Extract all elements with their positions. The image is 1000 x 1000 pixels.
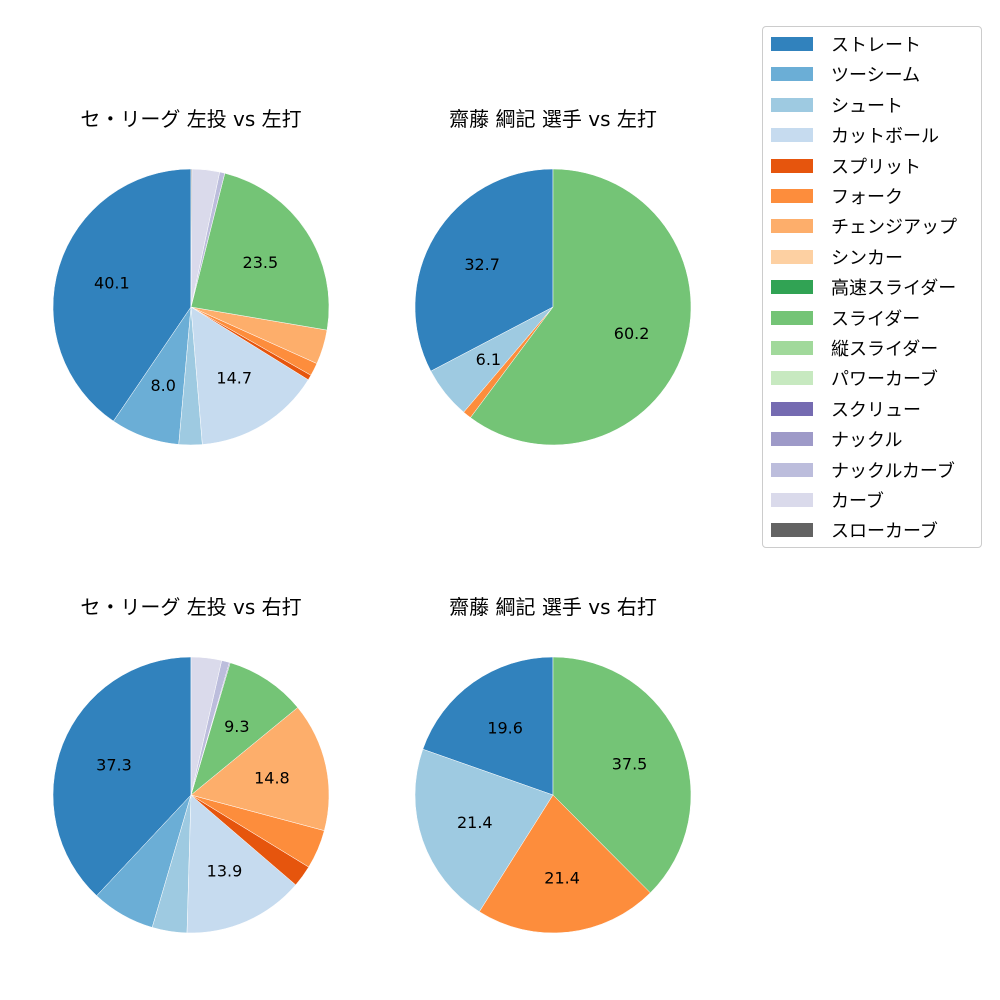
legend-label: スライダー xyxy=(831,308,921,330)
legend-item: ツーシーム xyxy=(771,64,921,87)
slice-value-label: 19.6 xyxy=(487,718,523,737)
legend-label: ツーシーム xyxy=(831,65,921,87)
legend-item: ストレート xyxy=(771,34,921,56)
legend-label: ナックル xyxy=(831,430,903,452)
legend-item: パワーカーブ xyxy=(771,368,938,391)
pie-slice xyxy=(414,748,554,913)
slice-value-label: 8.0 xyxy=(150,376,175,395)
legend-label: パワーカーブ xyxy=(831,369,938,391)
slice-value-label: 32.7 xyxy=(464,255,500,274)
legend-item: シンカー xyxy=(771,247,903,269)
legend-item: カットボール xyxy=(771,125,939,148)
legend-label: シュート xyxy=(831,95,903,117)
slice-value-label: 21.4 xyxy=(544,868,580,887)
legend-label: チェンジアップ xyxy=(831,217,957,239)
pie-slice xyxy=(479,794,651,934)
legend-label: カットボール xyxy=(831,126,939,148)
legend-label: 縦スライダー xyxy=(831,339,939,360)
legend-swatch xyxy=(771,523,813,538)
legend-swatch xyxy=(771,493,813,507)
legend-label: シンカー xyxy=(831,247,903,269)
pie-slice xyxy=(414,168,554,372)
slice-value-label: 21.4 xyxy=(457,813,493,832)
legend-label: スプリット xyxy=(831,156,921,178)
legend-item: スローカーブ xyxy=(771,520,938,543)
legend-swatch xyxy=(771,37,813,51)
slice-value-label: 37.3 xyxy=(96,756,132,775)
legend-label: スローカーブ xyxy=(831,521,938,543)
pie-slice xyxy=(552,656,692,894)
legend-swatch xyxy=(771,432,813,447)
legend-swatch xyxy=(771,462,813,477)
pie-slice xyxy=(190,172,330,331)
legend-swatch xyxy=(771,310,813,325)
legend-swatch xyxy=(771,401,813,416)
slice-value-label: 60.2 xyxy=(614,324,650,343)
legend-item: スクリュー xyxy=(771,399,921,421)
legend-swatch xyxy=(771,97,813,112)
legend-label: フォーク xyxy=(831,187,903,208)
pie-slice xyxy=(190,306,309,445)
pie-slice xyxy=(190,662,299,796)
slice-value-label: 9.3 xyxy=(224,717,249,736)
pie-slice xyxy=(190,168,193,308)
legend-item: チェンジアップ xyxy=(771,216,957,239)
legend-item: ナックルカーブ xyxy=(771,460,955,482)
slice-value-label: 23.5 xyxy=(243,253,279,272)
legend-item: 高速スライダー xyxy=(771,277,957,300)
legend-swatch xyxy=(771,67,813,82)
pie-slice xyxy=(190,707,330,831)
pie-slice xyxy=(186,794,297,934)
chart-title-league-vs-left: セ・リーグ 左投 vs 左打 xyxy=(80,107,302,131)
legend: ストレートツーシームシュートカットボール スプリットフォークチェンジアップ シンカー… xyxy=(762,26,982,548)
pie-chart-0: 40.1 8.0 14.7 23.5 xyxy=(52,168,330,446)
pie-slice xyxy=(52,168,192,422)
legend-label: ナックルカーブ xyxy=(831,460,955,482)
legend-item: シュート xyxy=(771,95,903,117)
legend-swatch xyxy=(771,249,813,264)
slice-value-label: 14.7 xyxy=(216,369,252,388)
pie-chart-2: 37.3 13.9 14.8 9.3 xyxy=(52,656,330,934)
legend-swatch xyxy=(771,128,813,143)
chart-title-pitcher-vs-right: 齋藤 綱記 選手 vs 右打 xyxy=(449,595,657,619)
slice-value-label: 40.1 xyxy=(94,274,130,293)
legend-item: ナックル xyxy=(771,429,903,452)
legend-item: スプリット xyxy=(771,156,921,178)
legend-label: ストレート xyxy=(831,35,921,56)
slice-value-label: 14.8 xyxy=(254,768,290,787)
legend-item: フォーク xyxy=(771,186,903,208)
pie-chart-3: 19.6 21.4 21.4 37.5 xyxy=(414,656,692,934)
slice-value-label: 6.1 xyxy=(476,350,501,369)
legend-item: 縦スライダー xyxy=(771,338,939,360)
legend-swatch xyxy=(771,371,813,386)
legend-swatch xyxy=(771,280,813,295)
chart-title-pitcher-vs-left: 齋藤 綱記 選手 vs 左打 xyxy=(449,107,657,131)
chart-title-league-vs-right: セ・リーグ 左投 vs 右打 xyxy=(80,595,302,619)
pie-chart-1: 32.7 6.1 60.2 xyxy=(414,168,692,446)
legend-label: スクリュー xyxy=(831,399,921,421)
legend-label: 高速スライダー xyxy=(831,278,957,300)
pie-slice xyxy=(470,168,692,446)
slice-value-label: 37.5 xyxy=(612,754,648,773)
legend-swatch xyxy=(771,189,813,203)
pie-slice xyxy=(190,656,222,796)
slice-value-label: 13.9 xyxy=(207,862,243,881)
pie-slice xyxy=(52,656,192,897)
legend-item: スライダー xyxy=(771,308,921,330)
legend-label: カーブ xyxy=(831,491,884,512)
legend-swatch xyxy=(771,341,813,355)
legend-swatch xyxy=(771,158,813,173)
legend-swatch xyxy=(771,219,813,234)
legend-item: カーブ xyxy=(771,490,884,512)
